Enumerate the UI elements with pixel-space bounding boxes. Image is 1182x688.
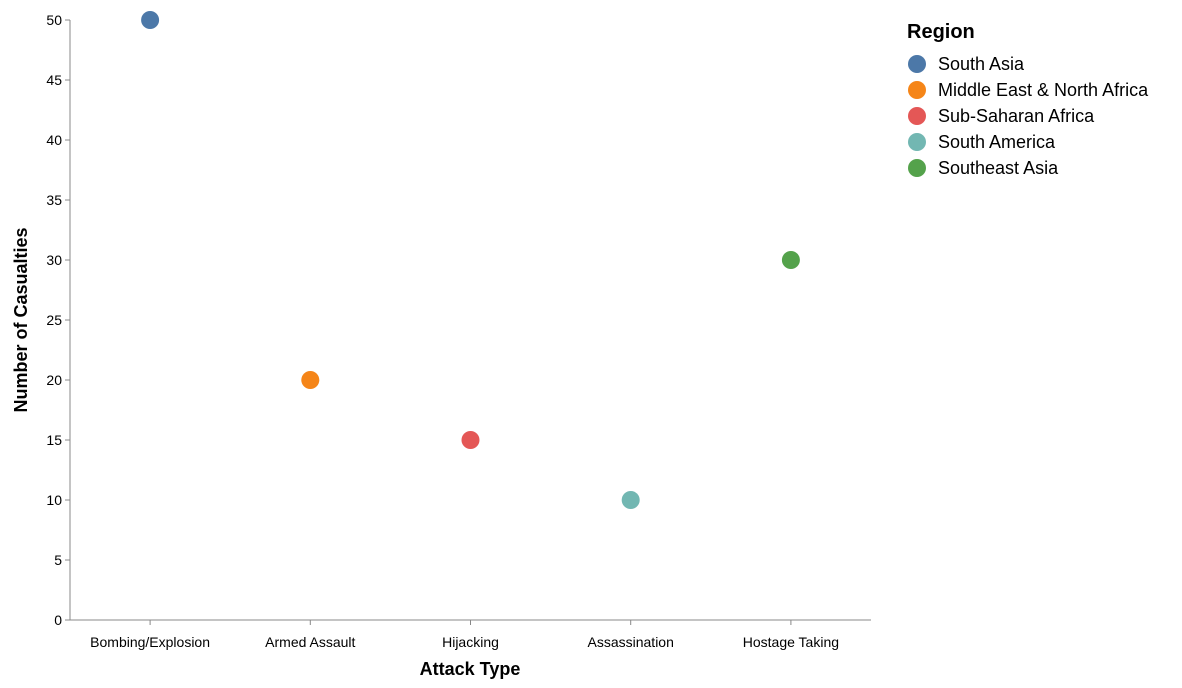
legend-swatch <box>908 159 926 177</box>
x-tick-label: Hostage Taking <box>743 634 839 650</box>
y-tick-label: 5 <box>54 552 62 568</box>
legend-item-label: Southeast Asia <box>938 158 1059 178</box>
data-points <box>141 11 800 509</box>
legend-title: Region <box>907 21 975 43</box>
y-tick-label: 35 <box>46 192 62 208</box>
legend-swatch <box>908 55 926 73</box>
legend: Region South Asia Middle East & North Afr… <box>907 21 1149 178</box>
y-tick-label: 30 <box>46 252 62 268</box>
data-point[interactable] <box>301 371 320 389</box>
legend-swatch <box>908 107 926 125</box>
x-tick-label: Armed Assault <box>265 634 355 650</box>
x-axis: Bombing/Explosion Armed Assault Hijacking A… <box>70 619 871 650</box>
legend-item-label: South America <box>938 132 1056 152</box>
y-tick-label: 25 <box>46 312 62 328</box>
x-tick-label: Hijacking <box>442 634 499 650</box>
legend-swatch <box>908 133 926 151</box>
y-tick-label: 50 <box>46 12 62 28</box>
y-tick-label: 45 <box>46 72 62 88</box>
data-point[interactable] <box>621 491 640 509</box>
legend-item-label: Sub-Saharan Africa <box>938 106 1095 126</box>
y-axis: 0 5 10 15 20 25 30 35 40 45 50 <box>46 12 71 628</box>
x-tick-label: Assassination <box>588 634 674 650</box>
legend-item-label: Middle East & North Africa <box>938 80 1149 100</box>
data-point[interactable] <box>461 431 480 449</box>
y-axis-title: Number of Casualties <box>11 227 31 412</box>
y-tick-label: 0 <box>54 612 62 628</box>
y-tick-label: 15 <box>46 432 62 448</box>
data-point[interactable] <box>141 11 160 29</box>
x-tick-label: Bombing/Explosion <box>90 634 210 650</box>
data-point[interactable] <box>781 251 800 269</box>
y-tick-label: 20 <box>46 372 62 388</box>
legend-item-label: South Asia <box>938 54 1025 74</box>
y-tick-label: 10 <box>46 492 62 508</box>
x-axis-title: Attack Type <box>420 659 521 679</box>
y-tick-label: 40 <box>46 132 62 148</box>
legend-swatch <box>908 81 926 99</box>
